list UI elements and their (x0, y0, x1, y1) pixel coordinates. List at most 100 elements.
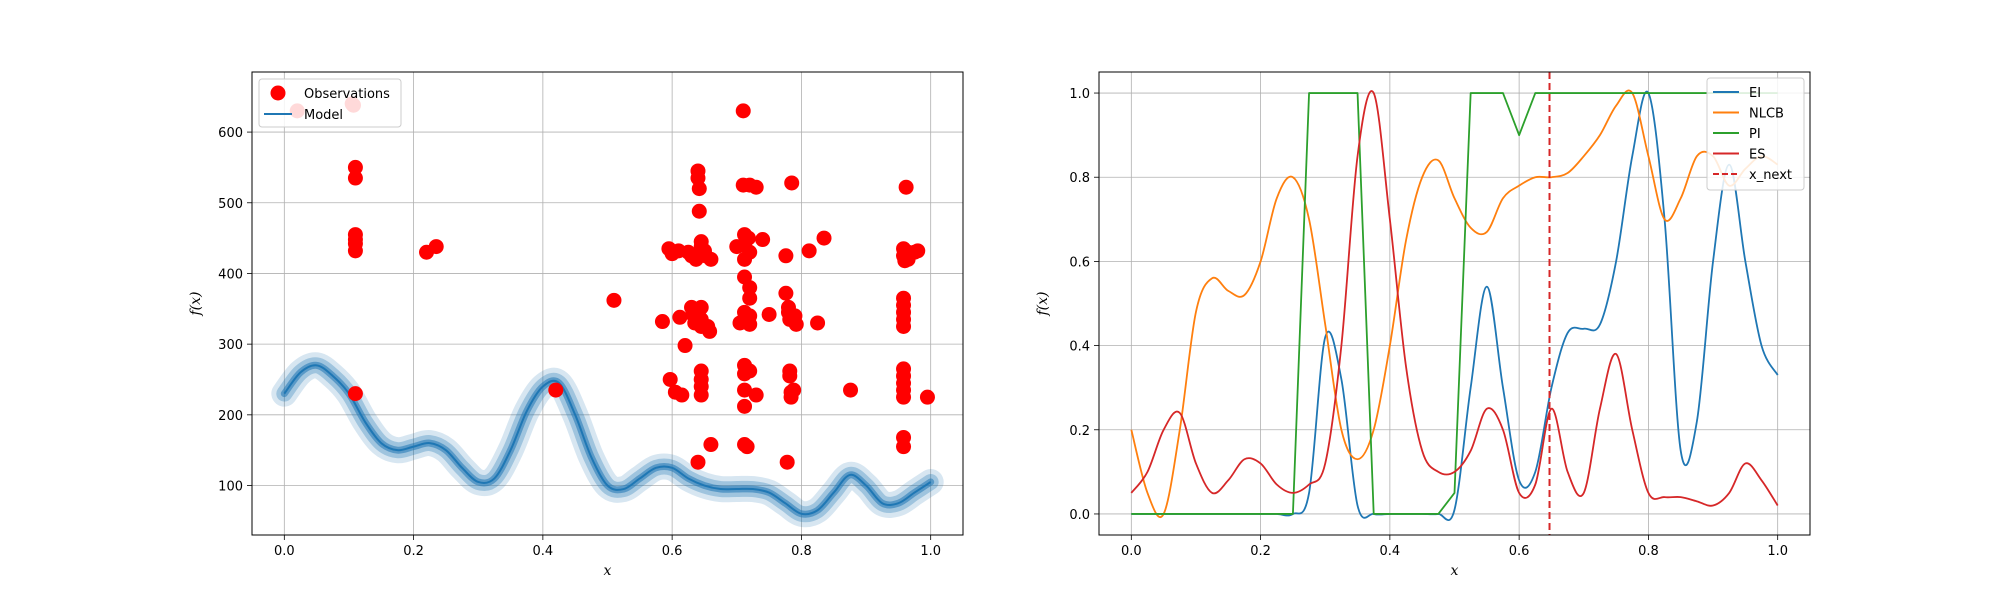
series-line-nlcb (1130, 89, 1779, 518)
observation-point (788, 316, 804, 332)
observation-point (347, 159, 363, 175)
x-axis-label: x (604, 563, 612, 579)
y-tick-label: 0.6 (1069, 255, 1090, 270)
legend-label: ES (1749, 148, 1765, 163)
observation-point (662, 371, 678, 387)
observation-point (779, 454, 795, 470)
observation-point (740, 230, 756, 246)
observation-point (347, 170, 363, 186)
observation-point (778, 285, 794, 301)
observation-point (801, 243, 817, 259)
legend-label: PI (1749, 127, 1761, 142)
legend: EI NLCB PI ES x_next (1706, 77, 1805, 191)
observation-point (691, 203, 707, 219)
x-tick-label: 0.0 (1121, 544, 1142, 559)
legend-marker-observations (270, 85, 286, 101)
observation-point (742, 290, 758, 306)
observation-point (898, 179, 914, 195)
observation-point (810, 315, 826, 331)
y-tick-label: 500 (218, 197, 243, 212)
observation-point (735, 103, 751, 119)
y-axis-label: f(x) (1035, 291, 1051, 316)
right-chart-panel: 0.0 0.2 0.4 0.6 0.8 1.0 0.0 0.2 0.4 0.6 0.8 1.0 x f(x… (1035, 71, 1811, 579)
observation-point (739, 439, 755, 455)
observation-point (428, 239, 444, 255)
observation-point (896, 439, 912, 455)
y-tick-label: 0.2 (1069, 424, 1090, 439)
x-axis-label: x (1451, 563, 1459, 579)
observation-point (672, 309, 688, 325)
y-tick-label: 400 (218, 267, 243, 282)
y-tick-label: 0.4 (1069, 340, 1090, 355)
observation-point (677, 338, 693, 354)
y-tick-label: 200 (218, 409, 243, 424)
y-tick-label: 1.0 (1069, 87, 1090, 102)
observation-point (784, 175, 800, 191)
series-line-es (1130, 90, 1779, 507)
x-tick-label: 1.0 (1767, 544, 1788, 559)
plot-frame (251, 71, 964, 536)
legend-box (258, 78, 402, 128)
x-tick-label: 0.4 (1380, 544, 1401, 559)
observation-point (748, 387, 764, 403)
left-chart-panel: 0.0 0.2 0.4 0.6 0.8 1.0 100 200 300 400 500 600 x f(x… (188, 71, 964, 579)
observation-point (703, 437, 719, 453)
observation-point (843, 382, 859, 398)
legend-label: NLCB (1749, 107, 1784, 122)
x-tick-label: 0.8 (1638, 544, 1659, 559)
x-tick-label: 1.0 (920, 544, 941, 559)
observation-point (782, 368, 798, 384)
plot-area (1130, 72, 1779, 535)
observation-point (606, 292, 622, 308)
x-tick-label: 0.4 (533, 544, 554, 559)
observation-point (347, 243, 363, 259)
observation-point (786, 382, 802, 398)
legend-label-model: Model (304, 108, 343, 123)
observation-point (742, 244, 758, 260)
legend-label: EI (1749, 86, 1761, 101)
observation-point (742, 280, 758, 296)
model-line (283, 364, 932, 516)
y-tick-label: 600 (218, 126, 243, 141)
observation-point (742, 363, 758, 379)
legend-box (1706, 77, 1805, 191)
plot-frame (1098, 71, 1811, 536)
x-tick-label: 0.6 (662, 544, 683, 559)
observation-point (548, 382, 564, 398)
x-tick-label: 0.6 (1509, 544, 1530, 559)
observation-point (748, 179, 764, 195)
observation-point (691, 181, 707, 197)
x-tick-label: 0.0 (274, 544, 295, 559)
x-tick-label: 0.8 (791, 544, 812, 559)
observation-point (778, 248, 794, 264)
legend: Observations Model (258, 78, 402, 128)
plot-area (271, 96, 944, 528)
y-tick-label: 0.8 (1069, 171, 1090, 186)
observation-point (347, 386, 363, 402)
observation-point (755, 232, 771, 248)
y-axis-label: f(x) (188, 291, 204, 316)
x-tick-label: 0.2 (1250, 544, 1271, 559)
series-line-pi (1131, 92, 1778, 515)
observation-point (693, 299, 709, 315)
y-tick-label: 300 (218, 338, 243, 353)
y-tick-label: 0.0 (1069, 508, 1090, 523)
observation-point (654, 314, 670, 330)
legend-label-observations: Observations (304, 87, 390, 102)
observation-point (690, 454, 706, 470)
observation-point (910, 243, 926, 259)
observation-point (737, 382, 753, 398)
observation-point (742, 316, 758, 332)
observation-point (674, 387, 690, 403)
legend-label: x_next (1749, 168, 1792, 183)
observation-point (919, 389, 935, 405)
observation-point (761, 306, 777, 322)
x-tick-label: 0.2 (403, 544, 424, 559)
observation-point (702, 323, 718, 339)
observation-point (896, 389, 912, 405)
observation-point (816, 230, 832, 246)
observation-point (693, 387, 709, 403)
observation-point (896, 318, 912, 334)
observation-point (737, 398, 753, 414)
